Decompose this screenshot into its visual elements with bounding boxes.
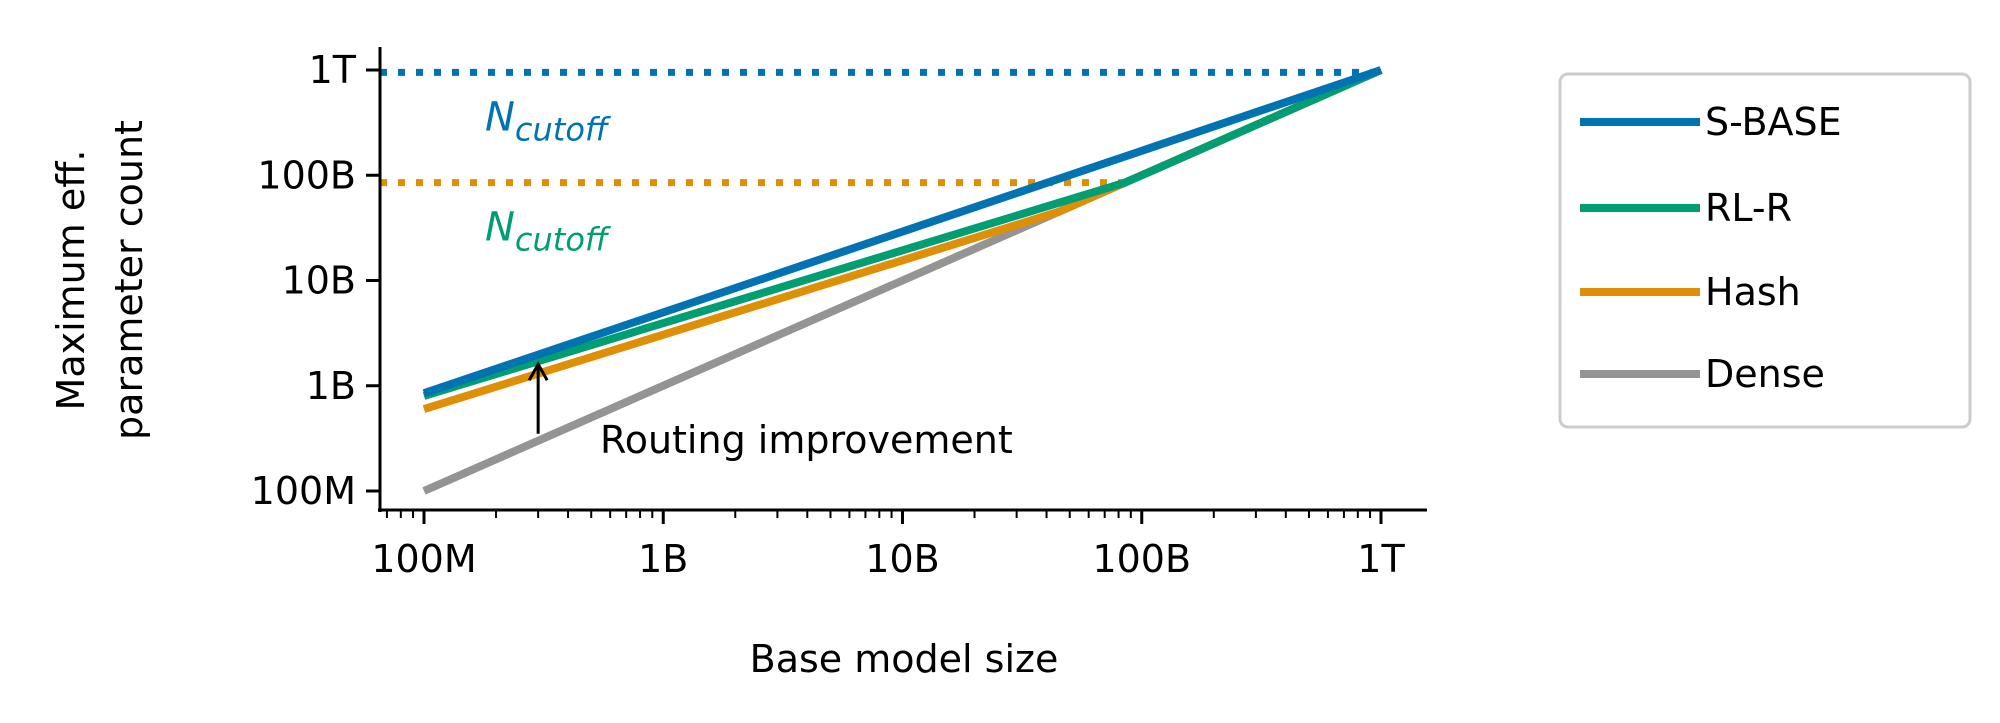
legend-label: Hash	[1705, 270, 1801, 314]
y-axis-label-line2: parameter count	[107, 120, 151, 440]
annotation-text: Routing improvement	[600, 418, 1013, 462]
y-tick-label: 1B	[306, 364, 356, 408]
legend-label: S-BASE	[1705, 100, 1842, 144]
x-tick-label: 1B	[638, 537, 688, 581]
arrow-head-icon	[527, 361, 549, 382]
cutoff-label: Ncutoff	[485, 205, 612, 259]
x-tick-label: 10B	[865, 537, 939, 581]
cutoff-label-main: N	[485, 94, 515, 140]
series-line-rl-r	[422, 66, 1383, 400]
legend-label: RL-R	[1705, 186, 1792, 230]
x-tick-label: 100B	[1092, 537, 1191, 581]
x-tick-label: 100M	[371, 537, 476, 581]
y-tick-label: 1T	[309, 48, 357, 92]
series-line-s-base	[422, 66, 1383, 397]
y-tick-label: 10B	[282, 259, 356, 303]
x-axis-label: Base model size	[750, 637, 1059, 681]
legend: S-BASE RL-R Hash Dense	[1558, 72, 1972, 429]
cutoff-label-main: N	[485, 205, 515, 251]
legend-label: Dense	[1705, 352, 1825, 396]
y-tick-label: 100M	[251, 469, 356, 513]
y-axis-label-line1: Maximum eff.	[49, 150, 93, 411]
legend-frame	[1558, 72, 1972, 429]
cutoff-label-sub: cutoff	[515, 110, 612, 148]
x-tick-label: 1T	[1357, 537, 1405, 581]
cutoff-label-sub: cutoff	[515, 221, 612, 259]
cutoff-label: Ncutoff	[485, 94, 612, 148]
y-tick-label: 100B	[257, 153, 356, 197]
